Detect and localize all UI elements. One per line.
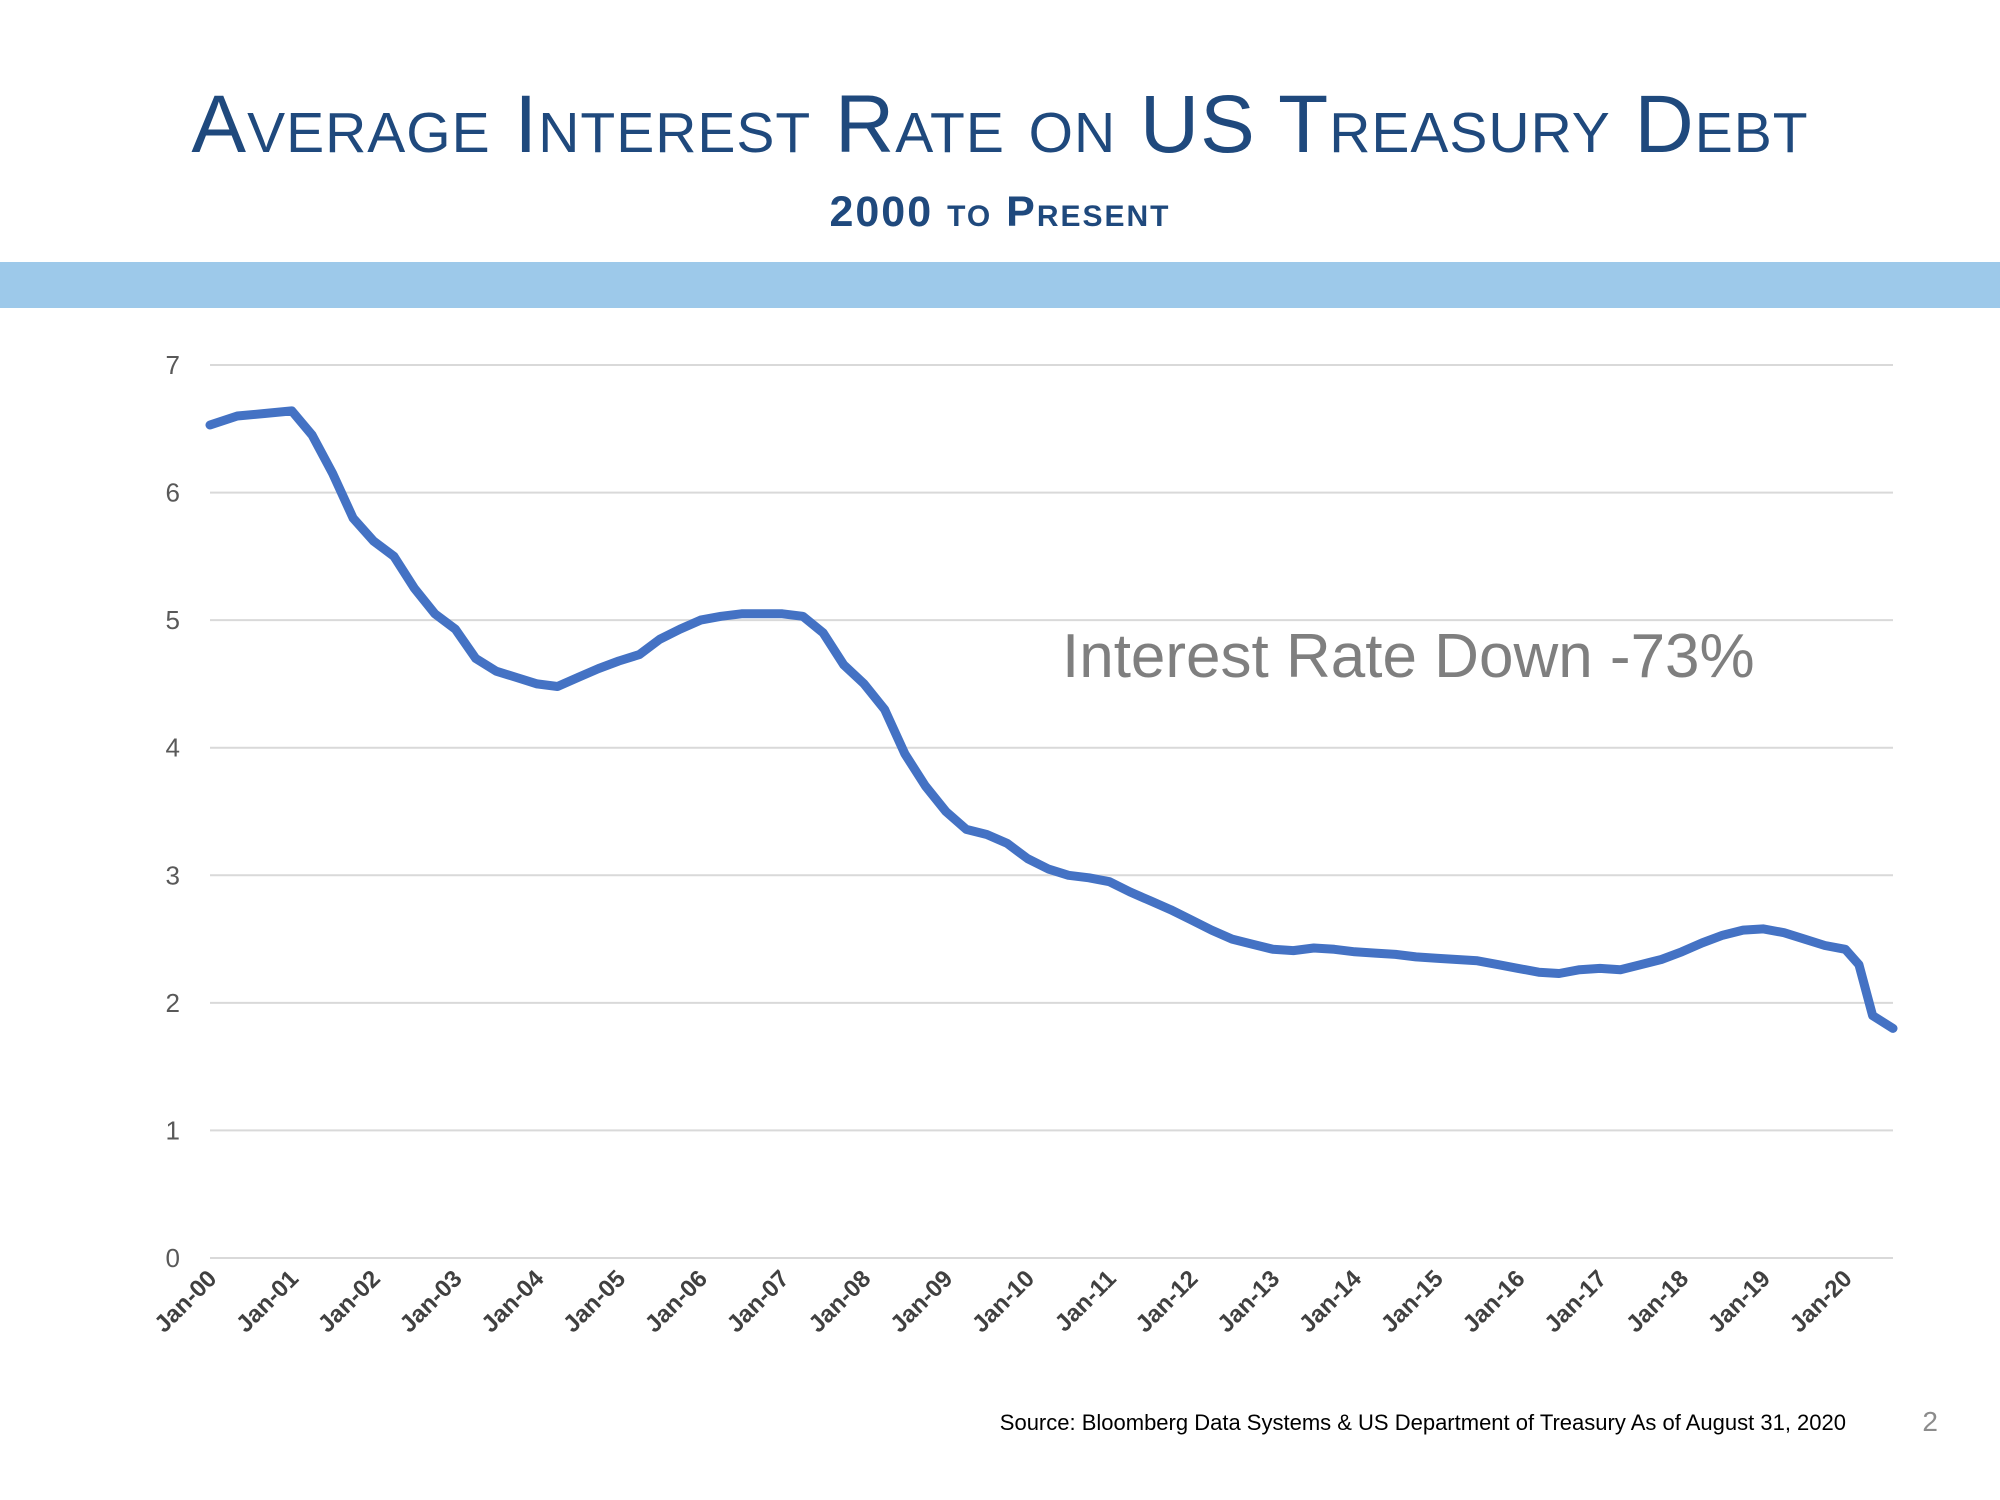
x-tick-label: Jan-20 — [1785, 1265, 1858, 1338]
x-tick-label: Jan-06 — [640, 1265, 713, 1338]
x-tick-label: Jan-03 — [395, 1265, 468, 1338]
y-tick-label: 4 — [166, 733, 180, 763]
x-tick-label: Jan-05 — [558, 1265, 631, 1338]
y-tick-label: 2 — [166, 988, 180, 1018]
series-layer — [205, 406, 1898, 1033]
x-tick-label: Jan-12 — [1131, 1265, 1204, 1338]
y-tick-label: 0 — [166, 1243, 180, 1273]
x-tick-label: Jan-17 — [1539, 1265, 1612, 1338]
y-tick-label: 6 — [166, 478, 180, 508]
x-tick-label: Jan-11 — [1050, 1265, 1122, 1337]
accent-band — [0, 262, 2000, 308]
x-tick-label: Jan-15 — [1376, 1265, 1449, 1338]
x-tick-label: Jan-07 — [722, 1265, 795, 1338]
x-tick-label: Jan-14 — [1294, 1265, 1367, 1338]
x-tick-label: Jan-19 — [1703, 1265, 1776, 1338]
x-tick-label: Jan-10 — [967, 1265, 1040, 1338]
x-tick-label: Jan-00 — [149, 1265, 222, 1338]
y-tick-label: 7 — [166, 350, 180, 380]
x-tick-label: Jan-13 — [1212, 1265, 1285, 1338]
x-tick-label: Jan-02 — [313, 1265, 386, 1338]
y-tick-label: 1 — [166, 1115, 180, 1145]
gridlines — [210, 364, 1893, 1259]
y-axis-ticks: 0 1 2 3 4 5 6 7 — [166, 350, 180, 1273]
series-line — [205, 406, 1898, 1033]
page-number: 2 — [1922, 1406, 1938, 1437]
y-tick-label: 5 — [166, 605, 180, 635]
x-tick-label: Jan-01 — [231, 1265, 304, 1338]
x-tick-label: Jan-09 — [885, 1265, 958, 1338]
y-tick-label: 3 — [166, 860, 180, 890]
chart-annotation: Interest Rate Down -73% — [1062, 622, 1755, 691]
source-note: Source: Bloomberg Data Systems & US Depa… — [999, 1410, 1846, 1435]
x-tick-label: Jan-04 — [476, 1265, 549, 1338]
x-tick-label: Jan-16 — [1458, 1265, 1531, 1338]
slide-subtitle: 2000 to Present — [829, 188, 1171, 236]
x-axis-ticks: Jan-00 Jan-01 Jan-02 Jan-03 Jan-04 Jan-05 Jan-… — [149, 1265, 1857, 1338]
x-tick-label: Jan-18 — [1621, 1265, 1694, 1338]
slide-title: Average Interest Rate on US Treasury Deb… — [191, 79, 1809, 170]
x-tick-label: Jan-08 — [803, 1265, 876, 1338]
